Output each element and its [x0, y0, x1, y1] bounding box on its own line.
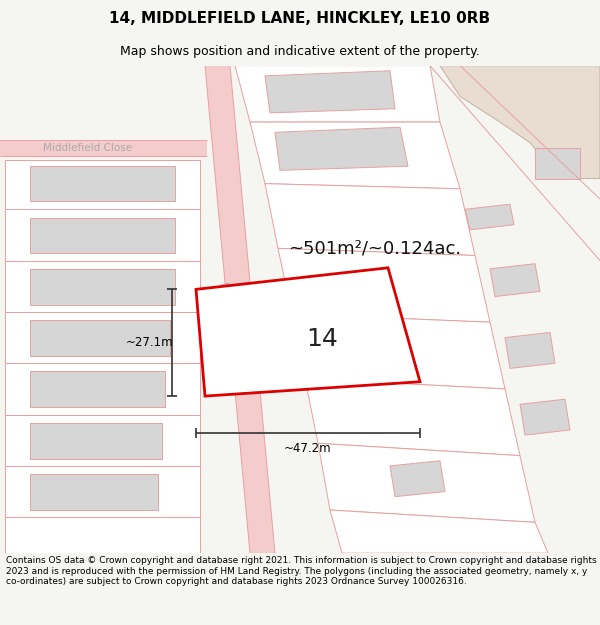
Polygon shape	[278, 248, 490, 322]
Polygon shape	[265, 71, 395, 113]
Text: 14, MIDDLEFIELD LANE, HINCKLEY, LE10 0RB: 14, MIDDLEFIELD LANE, HINCKLEY, LE10 0RB	[109, 11, 491, 26]
Polygon shape	[235, 66, 440, 122]
Polygon shape	[30, 474, 158, 510]
Polygon shape	[535, 148, 580, 179]
Polygon shape	[5, 414, 200, 466]
Polygon shape	[318, 443, 535, 522]
Polygon shape	[5, 312, 200, 363]
Text: Contains OS data © Crown copyright and database right 2021. This information is : Contains OS data © Crown copyright and d…	[6, 556, 596, 586]
Polygon shape	[5, 160, 200, 209]
Polygon shape	[5, 518, 200, 553]
Polygon shape	[390, 461, 445, 497]
Polygon shape	[5, 261, 200, 312]
Polygon shape	[5, 363, 200, 414]
Polygon shape	[196, 268, 420, 396]
Polygon shape	[440, 66, 600, 179]
Text: 14: 14	[307, 327, 338, 351]
Text: ~501m²/~0.124ac.: ~501m²/~0.124ac.	[289, 239, 461, 258]
Text: Middlefield
Lane: Middlefield Lane	[205, 282, 235, 342]
Polygon shape	[30, 320, 170, 356]
Polygon shape	[250, 122, 460, 189]
Polygon shape	[490, 264, 540, 296]
Text: ~27.1m: ~27.1m	[126, 336, 174, 349]
Polygon shape	[5, 466, 200, 518]
Polygon shape	[30, 371, 165, 408]
Polygon shape	[465, 204, 514, 230]
Polygon shape	[330, 510, 548, 553]
Polygon shape	[305, 379, 520, 456]
Polygon shape	[265, 184, 475, 256]
Polygon shape	[520, 399, 570, 435]
Polygon shape	[292, 314, 505, 389]
Polygon shape	[30, 217, 175, 254]
Polygon shape	[505, 332, 555, 368]
Text: Map shows position and indicative extent of the property.: Map shows position and indicative extent…	[120, 45, 480, 58]
Text: ~47.2m: ~47.2m	[284, 442, 332, 455]
Polygon shape	[30, 422, 162, 459]
Polygon shape	[0, 139, 207, 156]
Polygon shape	[5, 209, 200, 261]
Polygon shape	[205, 66, 275, 553]
Polygon shape	[275, 127, 408, 170]
Polygon shape	[30, 269, 175, 305]
Text: Middlefield Close: Middlefield Close	[43, 142, 133, 152]
Polygon shape	[30, 166, 175, 201]
